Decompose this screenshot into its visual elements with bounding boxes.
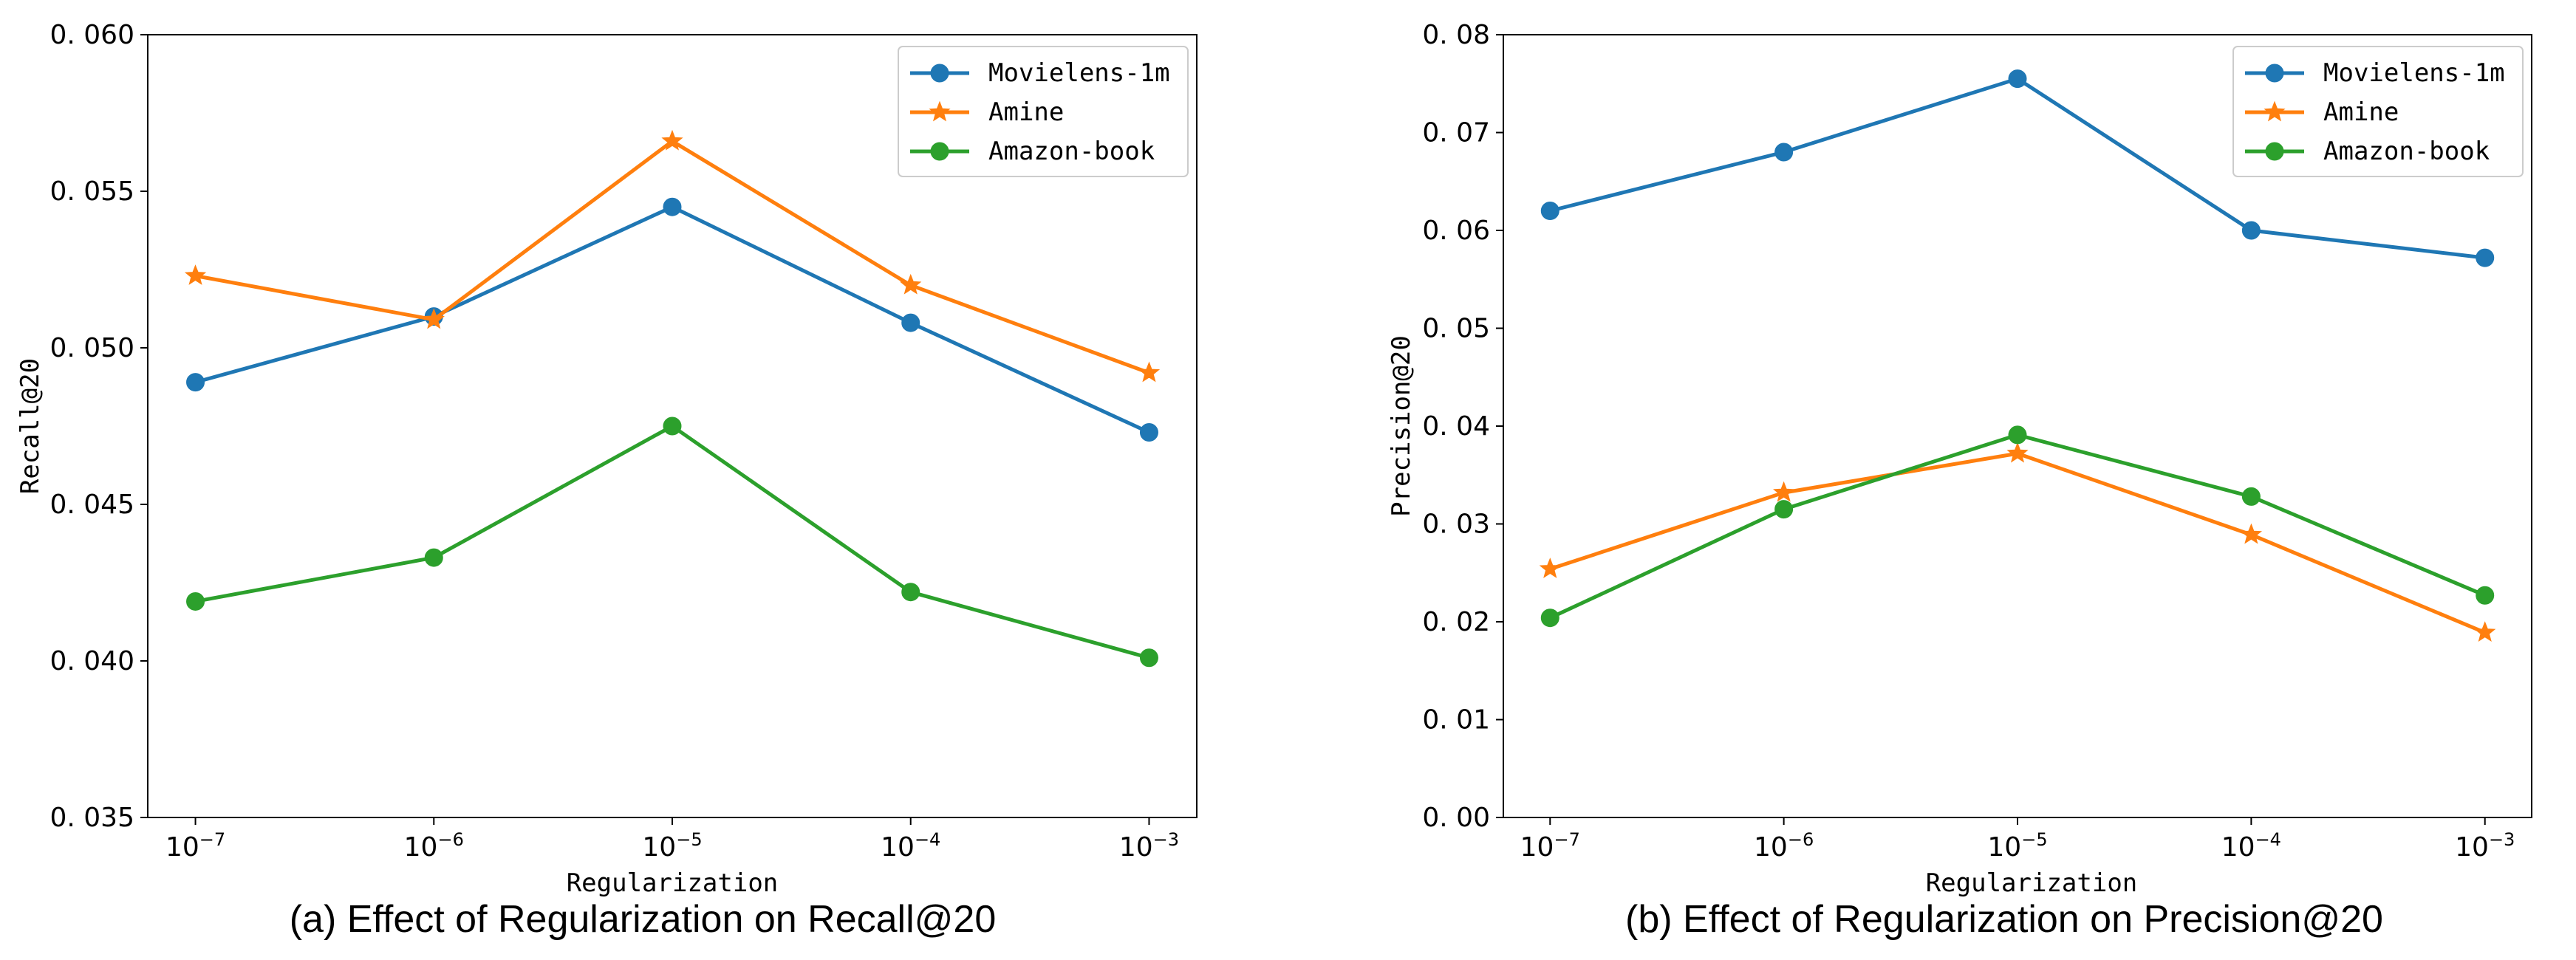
x-tick-label: 10−3 [2455, 829, 2515, 863]
x-tick-label: 10−4 [2221, 829, 2281, 863]
data-point [1540, 202, 1559, 220]
x-tick-label: 10−7 [1520, 829, 1580, 863]
data-point [2476, 248, 2495, 267]
y-tick-label: 0. 08 [1422, 20, 1490, 50]
legend-box [2232, 46, 2524, 177]
x-tick-label: 10−4 [881, 829, 940, 863]
x-tick-label: 10−7 [165, 829, 225, 863]
legend-entry: Amine [2245, 97, 2399, 127]
series-line [195, 424, 1150, 660]
data-point [2006, 442, 2029, 463]
y-tick-label: 0. 045 [49, 490, 134, 520]
series-movielens-1m [1540, 69, 2495, 267]
y-axis-title: Precision@20 [1387, 335, 1416, 517]
y-tick-label: 0. 055 [49, 176, 134, 207]
data-point [1138, 361, 1161, 383]
x-axis-title: Regularization [1926, 868, 2138, 898]
data-point [661, 129, 683, 151]
y-tick-label: 0. 01 [1422, 705, 1490, 736]
x-tick-label: 10−3 [1119, 829, 1179, 863]
data-point [2008, 69, 2027, 89]
y-tick-label: 0. 050 [49, 333, 134, 363]
y-tick-label: 0. 04 [1422, 411, 1490, 442]
y-tick-label: 0. 060 [49, 20, 134, 50]
data-point [186, 373, 205, 392]
data-point [663, 197, 682, 216]
data-point [1539, 558, 1561, 578]
y-tick-label: 0. 07 [1422, 118, 1490, 148]
y-axis-title: Recall@20 [16, 358, 45, 494]
x-tick-label: 10−6 [404, 829, 464, 863]
data-point [1772, 481, 1795, 502]
legend-entry: Movielens-1m [2245, 58, 2505, 88]
data-point [2474, 621, 2496, 642]
data-point [2476, 586, 2495, 605]
data-point [184, 264, 207, 285]
data-point [1774, 143, 1794, 162]
series-movielens-1m [186, 197, 1158, 442]
legend: Movielens-1m Amine Amazon-book [898, 46, 1189, 177]
data-point [900, 273, 922, 295]
data-point [424, 548, 443, 567]
y-tick-label: 0. 00 [1422, 803, 1490, 833]
series-amine [184, 129, 1161, 383]
legend-marker [930, 64, 949, 83]
legend-label: Amine [988, 97, 1064, 127]
legend-entry: Movielens-1m [910, 58, 1170, 88]
data-point [1774, 500, 1794, 519]
x-tick-label: 10−5 [1987, 829, 2047, 863]
recall-chart: 0. 035 0. 040 0. 045 0. 050 0. 055 0. 060 10−7… [16, 20, 1198, 941]
y-tick-label: 0. 035 [49, 803, 134, 833]
x-tick-label: 10−6 [1754, 829, 1814, 863]
data-point [663, 416, 682, 436]
y-tick-label: 0. 02 [1422, 607, 1490, 637]
data-point [901, 313, 920, 332]
data-point [901, 583, 920, 602]
legend-marker [2264, 100, 2286, 122]
y-tick-label: 0. 06 [1422, 216, 1490, 246]
series-amazon-book [1540, 425, 2495, 628]
legend-label: Amine [2323, 97, 2399, 127]
legend-label: Movielens-1m [2323, 58, 2505, 88]
data-point [1540, 608, 1559, 628]
precision-chart: 0. 00 0. 01 0. 02 0. 03 0. 04 0. 05 0. 06 0. 07… [1387, 20, 2532, 941]
y-tick-label: 0. 05 [1422, 314, 1490, 344]
x-axis-title: Regularization [567, 868, 779, 898]
legend-label: Amazon-book [988, 137, 1155, 166]
x-tick-label: 10−5 [642, 829, 702, 863]
data-point [1139, 422, 1158, 442]
data-point [1139, 648, 1158, 668]
legend-marker [2265, 64, 2284, 83]
legend-marker [930, 142, 949, 161]
legend-marker [929, 100, 951, 122]
data-point [2240, 523, 2263, 544]
figure-caption: (b) Effect of Regularization on Precisio… [1625, 898, 2383, 941]
series-line [1549, 451, 2486, 634]
legend-entry: Amazon-book [910, 137, 1155, 166]
y-tick-label: 0. 040 [49, 646, 134, 676]
series-amazon-book [186, 416, 1158, 668]
data-point [423, 308, 445, 329]
data-point [2241, 221, 2261, 240]
legend-entry: Amine [910, 97, 1064, 127]
legend-label: Movielens-1m [988, 58, 1170, 88]
legend-label: Amazon-book [2323, 137, 2490, 166]
series-amine [1539, 442, 2496, 642]
legend-box [898, 46, 1189, 177]
legend-entry: Amazon-book [2245, 137, 2490, 166]
data-point [2241, 487, 2261, 506]
figure-caption: (a) Effect of Regularization on Recall@2… [290, 898, 997, 941]
data-point [2008, 425, 2027, 445]
series-line [1549, 433, 2486, 620]
data-point [186, 592, 205, 611]
legend: Movielens-1m Amine Amazon-book [2232, 46, 2524, 177]
legend-marker [2265, 142, 2284, 161]
y-tick-label: 0. 03 [1422, 510, 1490, 540]
